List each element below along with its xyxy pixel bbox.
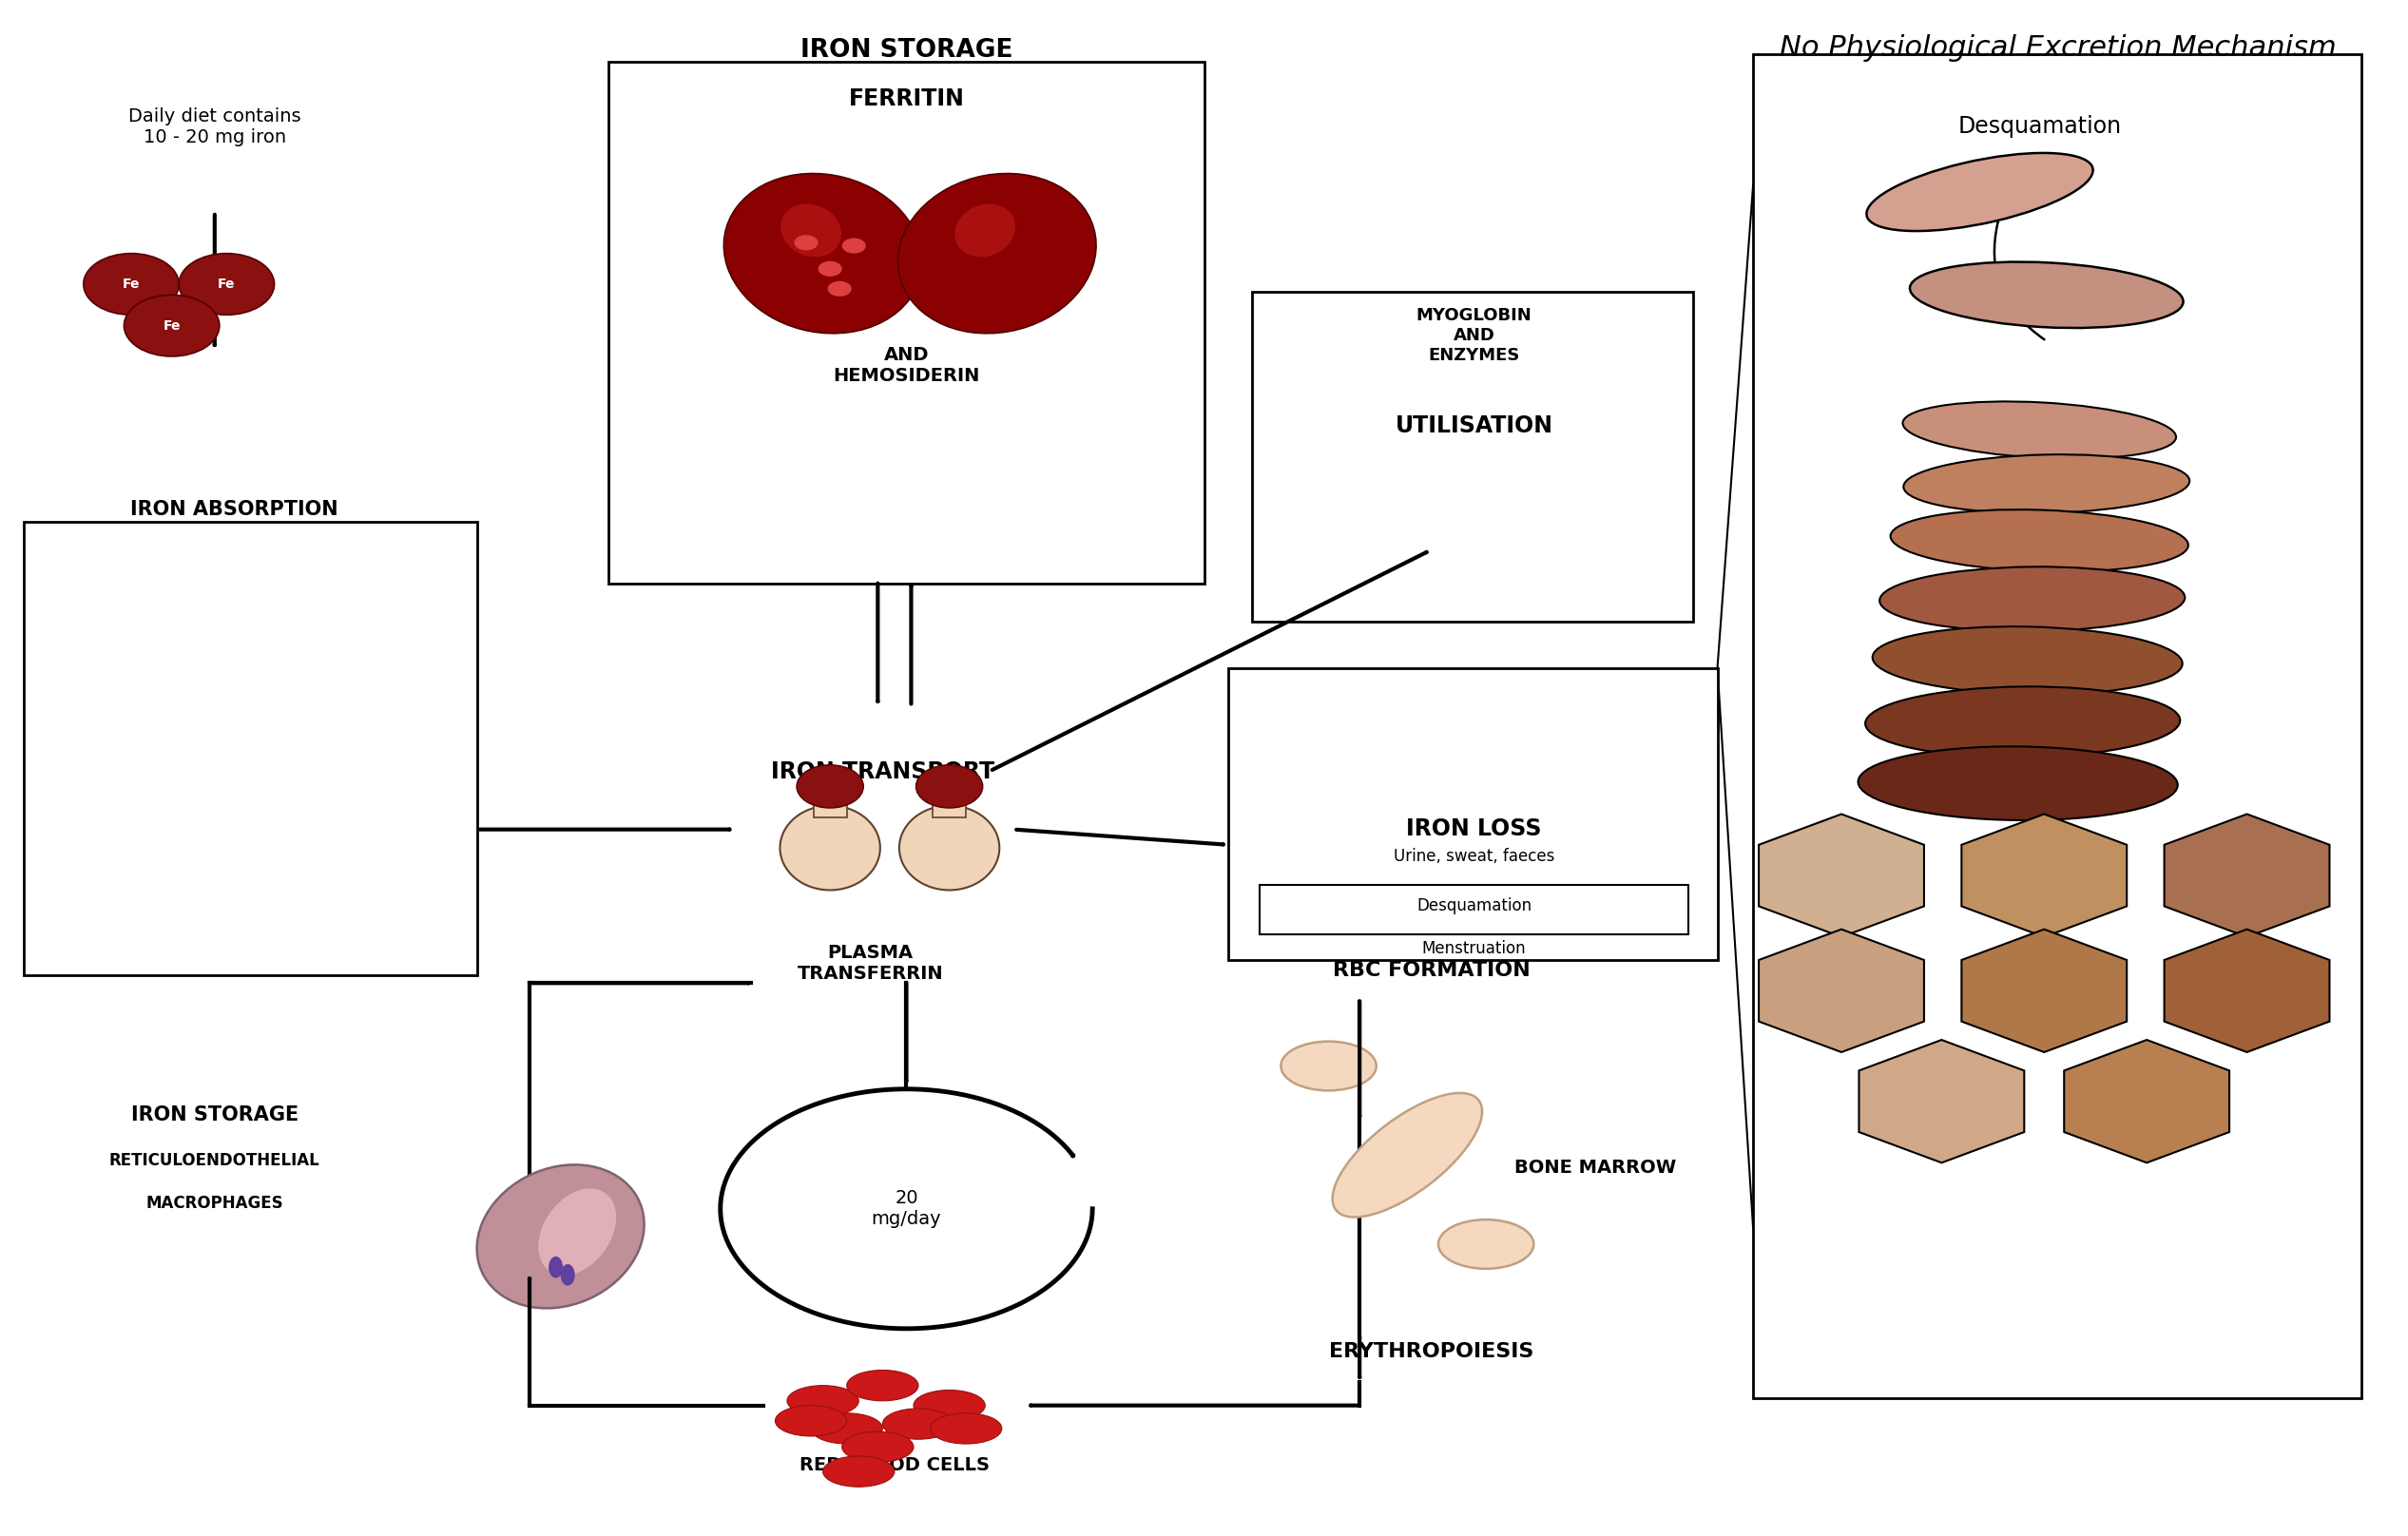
Ellipse shape (1332, 1094, 1483, 1217)
Polygon shape (1758, 929, 1924, 1052)
Text: RBC FORMATION: RBC FORMATION (1332, 962, 1529, 980)
Text: AND
HEMOSIDERIN: AND HEMOSIDERIN (833, 346, 980, 384)
Ellipse shape (477, 1164, 645, 1309)
Ellipse shape (84, 253, 178, 315)
Ellipse shape (898, 806, 999, 889)
Ellipse shape (913, 1390, 985, 1421)
Bar (814, 790, 848, 817)
Ellipse shape (125, 295, 219, 356)
Ellipse shape (1281, 1041, 1377, 1091)
FancyBboxPatch shape (24, 522, 477, 975)
Text: ERYTHROPOIESIS: ERYTHROPOIESIS (1329, 1342, 1534, 1361)
Text: IRON TRANSPORT: IRON TRANSPORT (771, 760, 995, 783)
Ellipse shape (92, 641, 443, 911)
Ellipse shape (775, 1405, 848, 1436)
Ellipse shape (843, 1432, 913, 1462)
Ellipse shape (193, 727, 342, 779)
Text: Daily diet contains
10 - 20 mg iron: Daily diet contains 10 - 20 mg iron (128, 108, 301, 146)
Ellipse shape (828, 281, 852, 296)
Ellipse shape (780, 204, 840, 257)
Ellipse shape (92, 610, 443, 880)
Ellipse shape (1859, 746, 2177, 820)
Ellipse shape (824, 1456, 893, 1487)
Bar (932, 790, 966, 817)
Ellipse shape (1890, 510, 2189, 571)
FancyBboxPatch shape (609, 61, 1204, 584)
Ellipse shape (549, 1256, 563, 1278)
Ellipse shape (884, 1409, 954, 1439)
FancyBboxPatch shape (1228, 668, 1717, 960)
Polygon shape (1758, 814, 1924, 937)
Polygon shape (2165, 814, 2329, 937)
Polygon shape (1859, 1040, 2025, 1163)
Ellipse shape (1873, 627, 2182, 694)
Ellipse shape (190, 813, 332, 859)
Ellipse shape (1902, 401, 2177, 459)
FancyBboxPatch shape (1252, 292, 1693, 622)
Ellipse shape (725, 174, 922, 333)
Text: Fe: Fe (123, 278, 140, 290)
Ellipse shape (1438, 1220, 1534, 1269)
Ellipse shape (797, 765, 864, 808)
Text: Desquamation: Desquamation (1958, 115, 2121, 138)
Ellipse shape (954, 204, 1016, 257)
Ellipse shape (780, 806, 881, 889)
Ellipse shape (48, 564, 443, 955)
Ellipse shape (539, 1189, 616, 1275)
Ellipse shape (915, 765, 982, 808)
Text: Menstruation: Menstruation (1423, 940, 1527, 957)
Text: IRON STORAGE: IRON STORAGE (799, 38, 1014, 63)
Ellipse shape (795, 235, 819, 250)
Ellipse shape (843, 238, 867, 253)
Ellipse shape (157, 851, 296, 894)
Text: No Physiological Excretion Mechanism: No Physiological Excretion Mechanism (1780, 34, 2336, 61)
Ellipse shape (787, 1385, 860, 1416)
Polygon shape (2064, 1040, 2230, 1163)
Ellipse shape (898, 174, 1096, 333)
Ellipse shape (1910, 261, 2184, 329)
Text: PLASMA
TRANSFERRIN: PLASMA TRANSFERRIN (797, 945, 944, 983)
Ellipse shape (152, 768, 306, 823)
FancyBboxPatch shape (1259, 885, 1688, 934)
Text: IRON ABSORPTION: IRON ABSORPTION (130, 501, 337, 519)
Text: 20
mg/day: 20 mg/day (872, 1189, 942, 1229)
FancyBboxPatch shape (1753, 54, 2362, 1398)
Text: BONE MARROW: BONE MARROW (1515, 1158, 1676, 1177)
Text: MYOGLOBIN
AND
ENZYMES: MYOGLOBIN AND ENZYMES (1416, 307, 1531, 364)
Text: FERRITIN: FERRITIN (848, 88, 963, 111)
Text: Urine, sweat, faeces: Urine, sweat, faeces (1394, 848, 1556, 865)
Polygon shape (1963, 814, 2126, 937)
Polygon shape (2165, 929, 2329, 1052)
Text: IRON LOSS: IRON LOSS (1406, 817, 1541, 840)
Ellipse shape (178, 253, 275, 315)
Text: RED BLOOD CELLS: RED BLOOD CELLS (799, 1456, 990, 1475)
Ellipse shape (116, 614, 424, 906)
Ellipse shape (1881, 567, 2184, 631)
Ellipse shape (1866, 154, 2093, 230)
Ellipse shape (848, 1370, 917, 1401)
Ellipse shape (561, 1264, 576, 1286)
Text: Fe: Fe (164, 319, 181, 332)
Polygon shape (1963, 929, 2126, 1052)
Text: IRON STORAGE: IRON STORAGE (130, 1106, 299, 1124)
Text: RETICULOENDOTHELIAL: RETICULOENDOTHELIAL (108, 1152, 320, 1169)
Ellipse shape (1866, 687, 2179, 757)
Ellipse shape (819, 261, 843, 276)
Text: Desquamation: Desquamation (1416, 897, 1531, 915)
Text: MACROPHAGES: MACROPHAGES (147, 1195, 284, 1212)
Text: UTILISATION: UTILISATION (1394, 415, 1553, 438)
Ellipse shape (1902, 455, 2189, 513)
Ellipse shape (929, 1413, 1002, 1444)
Text: Fe: Fe (217, 278, 236, 290)
Ellipse shape (811, 1413, 884, 1444)
Ellipse shape (144, 677, 306, 736)
